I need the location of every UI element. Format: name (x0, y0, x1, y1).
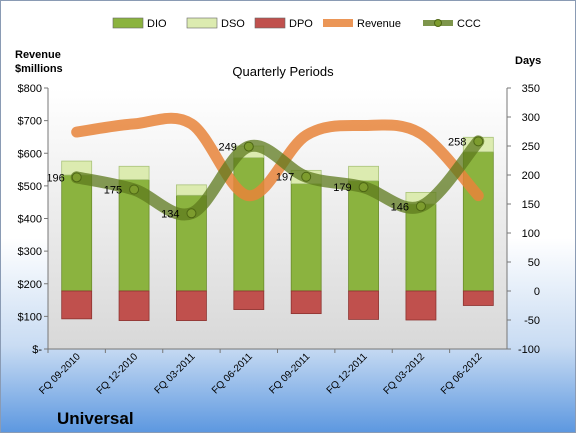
left-axis-tick-label: $300 (18, 246, 42, 258)
left-axis-tick-label: $400 (18, 214, 42, 226)
ccc-point-fq-09-2011 (301, 171, 312, 182)
right-axis-label: Days (515, 55, 541, 67)
x-axis-tick-label: FQ 09-2010 (37, 351, 83, 397)
right-axis-tick-label: 0 (534, 286, 540, 298)
ccc-data-label: 146 (391, 201, 409, 213)
bar-dio-fq-06-2011 (233, 157, 265, 292)
bar-dio-fq-09-2011 (290, 183, 322, 292)
left-axis-label-line-2: $millions (15, 63, 63, 75)
left-axis-tick-label: $- (32, 344, 42, 356)
ccc-point-fq-03-2011 (186, 208, 197, 219)
x-axis-tick-label: FQ 12-2010 (95, 351, 141, 397)
revenue-line (71, 112, 484, 202)
legend-label-ccc: CCC (457, 18, 481, 30)
bar-dpo-fq-03-2012 (405, 290, 437, 321)
left-axis-tick-label: $500 (18, 181, 42, 193)
right-axis-tick-label: 100 (522, 228, 540, 240)
ccc-point-fq-06-2011 (243, 141, 254, 152)
bar-dpo-fq-12-2010 (118, 290, 150, 321)
lines-layer: 196 175 134 249 197 179 146 258 (46, 112, 485, 221)
right-axis-tick-label: 150 (522, 199, 540, 211)
legend-label-dso: DSO (221, 18, 245, 30)
left-axis-tick-label: $800 (18, 83, 42, 95)
left-axis-tick-label: $600 (18, 148, 42, 160)
ccc-data-label: 175 (104, 185, 122, 197)
bar-dio-fq-06-2012 (462, 151, 494, 292)
ccc-data-label: 258 (448, 136, 466, 148)
legend-label-dpo: DPO (289, 18, 313, 30)
left-axis-tick-label: $100 (18, 311, 42, 323)
x-axis-tick-label: FQ 06-2011 (210, 351, 255, 396)
legend: DIO DSO DPO Revenue CCC (112, 17, 481, 30)
right-axis-tick-label: -100 (518, 344, 540, 356)
bar-dio-fq-03-2012 (405, 203, 437, 292)
legend-label-dio: DIO (147, 18, 167, 30)
ccc-point-fq-12-2010 (129, 184, 140, 195)
bar-dpo-fq-09-2010 (61, 290, 93, 320)
left-axis-label-line-1: Revenue (15, 49, 61, 61)
right-axis-tick-label: 300 (522, 112, 540, 124)
bar-dpo-fq-06-2011 (233, 290, 265, 310)
ccc-point-fq-12-2011 (358, 182, 369, 193)
bar-dpo-fq-12-2011 (348, 290, 379, 320)
ccc-data-label: 134 (161, 208, 179, 220)
ccc-data-label: 196 (46, 172, 64, 184)
ccc-point-fq-09-2010 (71, 172, 82, 183)
x-axis-tick-label: FQ 03-2012 (382, 351, 428, 397)
ccc-data-label: 197 (276, 172, 294, 184)
ccc-point-fq-06-2012 (473, 136, 484, 147)
bar-dio-fq-09-2010 (61, 174, 93, 292)
bar-dso-fq-12-2010 (118, 165, 150, 181)
right-axis-tick-label: 250 (522, 141, 540, 153)
bar-dpo-fq-03-2011 (176, 290, 207, 321)
legend-swatch-dso (186, 17, 218, 29)
x-axis-tick-label: FQ 09-2011 (267, 351, 312, 396)
left-axis-tick-label: $200 (18, 279, 42, 291)
legend-swatch-dpo (254, 17, 286, 29)
ccc-point-fq-03-2012 (415, 201, 426, 212)
left-axis-tick-label: $700 (18, 116, 42, 128)
ccc-data-label: 179 (333, 182, 351, 194)
bar-dpo-fq-06-2012 (462, 290, 494, 306)
legend-marker-ccc (434, 19, 442, 27)
right-axis-tick-label: 50 (528, 257, 540, 269)
bar-dpo-fq-09-2011 (290, 290, 322, 315)
bar-dso-fq-03-2011 (176, 184, 207, 196)
legend-label-revenue: Revenue (357, 18, 401, 30)
bar-dio-fq-12-2011 (348, 180, 379, 292)
x-axis-tick-label: FQ 06-2012 (439, 351, 485, 397)
legend-swatch-dio (112, 17, 144, 29)
right-axis-tick-label: 350 (522, 83, 540, 95)
right-axis-tick-label: -50 (524, 315, 540, 327)
right-axis-tick-label: 200 (522, 170, 540, 182)
chart-title: Quarterly Periods (232, 64, 334, 79)
x-axis-tick-label: FQ 12-2011 (325, 351, 370, 396)
bar-dso-fq-12-2011 (348, 165, 379, 182)
bars-layer (61, 136, 494, 321)
ccc-data-label: 249 (218, 142, 236, 154)
x-axis-tick-label: FQ 03-2011 (153, 351, 198, 396)
company-name: Universal (57, 409, 134, 428)
